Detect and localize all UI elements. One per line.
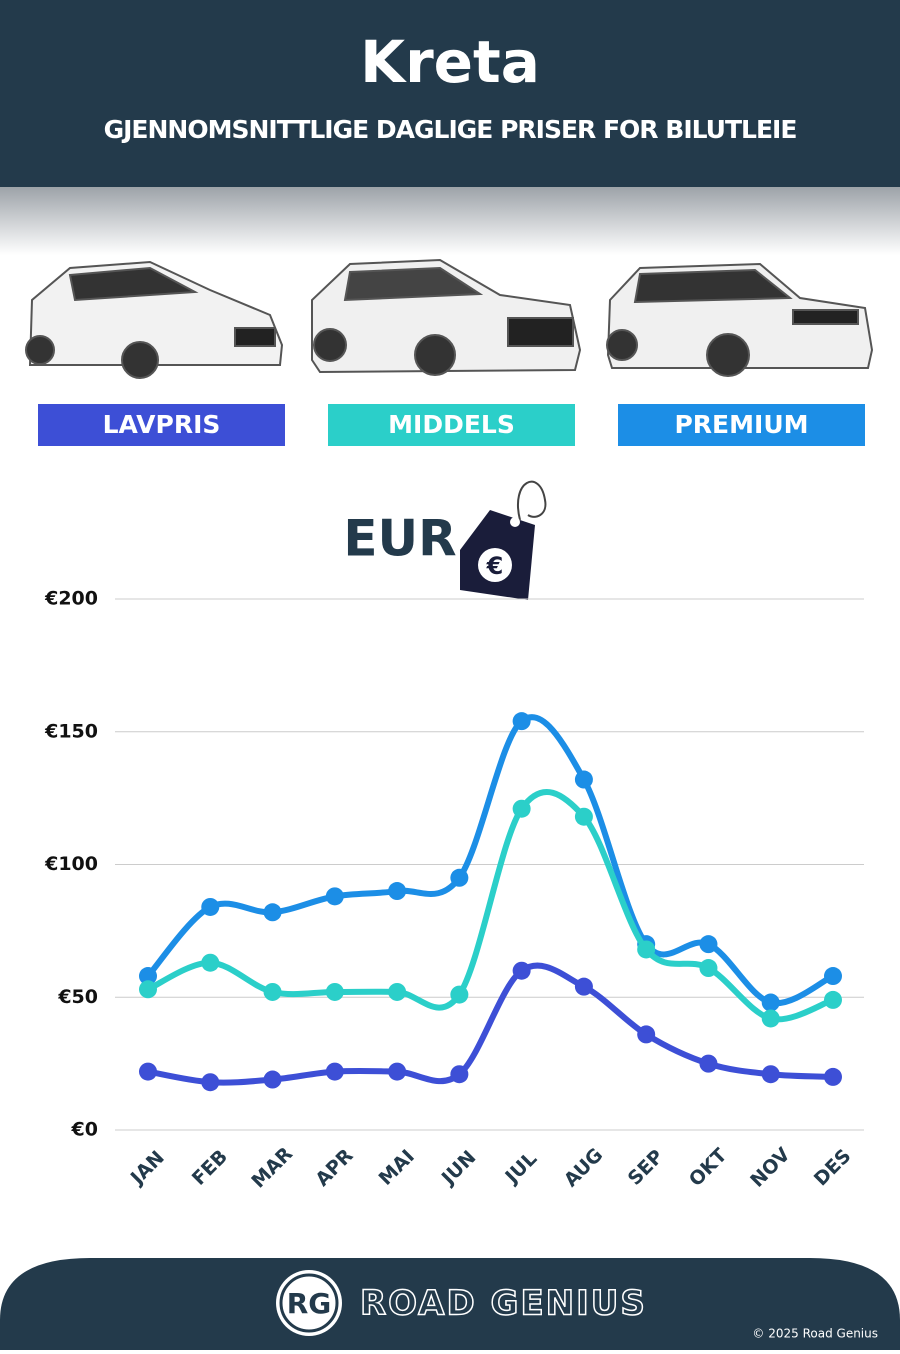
data-point — [450, 868, 469, 887]
data-point — [512, 799, 531, 818]
footer-band — [0, 1258, 900, 1350]
x-tick-label: MAI — [375, 1145, 419, 1189]
y-tick-label: €100 — [44, 853, 98, 875]
data-point — [574, 977, 593, 996]
logo-circle — [276, 1270, 342, 1336]
data-point — [761, 993, 780, 1012]
car-lavpris — [25, 260, 284, 379]
legend-label: MIDDELS — [388, 410, 515, 439]
subtitle: GJENNOMSNITTLIGE DAGLIGE PRISER FOR BILU… — [104, 115, 797, 144]
x-tick-label: DES — [810, 1145, 856, 1191]
data-point — [512, 961, 531, 980]
data-point — [699, 1054, 718, 1073]
y-tick-label: €150 — [44, 720, 98, 742]
data-point — [388, 1062, 407, 1081]
data-point — [824, 967, 842, 986]
x-tick-label: MAR — [247, 1143, 297, 1193]
brand: ROAD GENIUS — [360, 1284, 647, 1324]
data-point — [761, 1009, 780, 1028]
x-tick-label: NOV — [746, 1143, 794, 1191]
x-tick-label: AUG — [560, 1144, 607, 1191]
data-point — [824, 1067, 842, 1086]
legend-swatch — [618, 404, 865, 446]
data-point — [263, 1070, 282, 1089]
x-tick-label: JUN — [436, 1146, 480, 1190]
data-point — [201, 1073, 220, 1092]
data-point — [325, 1062, 344, 1081]
logo-ring — [279, 1273, 339, 1333]
data-point — [824, 990, 842, 1009]
data-point — [139, 967, 157, 986]
car-premium — [606, 262, 874, 377]
data-point — [263, 982, 282, 1001]
header-shadow — [0, 185, 900, 255]
currency-icon: € — [486, 552, 504, 580]
x-tick-label: JAN — [125, 1147, 169, 1191]
data-point — [201, 953, 220, 972]
x-tick-label: SEP — [624, 1145, 668, 1189]
legend-swatch — [328, 404, 575, 446]
data-point — [450, 1065, 469, 1084]
x-tick-label: JUL — [500, 1148, 541, 1189]
copyright: © 2025 Road Genius — [752, 1327, 878, 1341]
legend-swatch — [38, 404, 285, 446]
data-point — [637, 940, 656, 959]
data-point — [388, 982, 407, 1001]
data-point — [699, 959, 718, 978]
data-point — [450, 985, 469, 1004]
currency-label: EUR — [343, 510, 456, 568]
title: Kreta — [360, 28, 540, 96]
data-point — [139, 1062, 157, 1081]
price-tag: € — [460, 480, 547, 600]
data-point — [699, 935, 718, 954]
data-point — [139, 980, 157, 999]
data-point — [574, 770, 593, 789]
data-point — [512, 712, 531, 731]
data-point — [388, 882, 407, 901]
data-point — [574, 807, 593, 826]
y-tick-label: €200 — [44, 588, 98, 610]
header-band — [0, 0, 900, 187]
data-point — [201, 897, 220, 916]
x-tick-label: OKT — [685, 1144, 732, 1191]
series-line — [145, 714, 836, 1007]
x-tick-label: FEB — [188, 1146, 232, 1190]
series-line — [145, 789, 836, 1023]
car-middels — [311, 258, 582, 376]
data-point — [325, 982, 344, 1001]
data-point — [325, 887, 344, 906]
logo-text: RG — [287, 1287, 332, 1320]
x-tick-label: APR — [311, 1144, 357, 1190]
data-point — [263, 903, 282, 922]
data-point — [761, 1065, 780, 1084]
legend-label: LAVPRIS — [103, 410, 221, 439]
data-point — [637, 1025, 656, 1044]
legend-label: PREMIUM — [674, 410, 808, 439]
y-tick-label: €50 — [57, 986, 98, 1008]
y-tick-label: €0 — [71, 1119, 98, 1141]
